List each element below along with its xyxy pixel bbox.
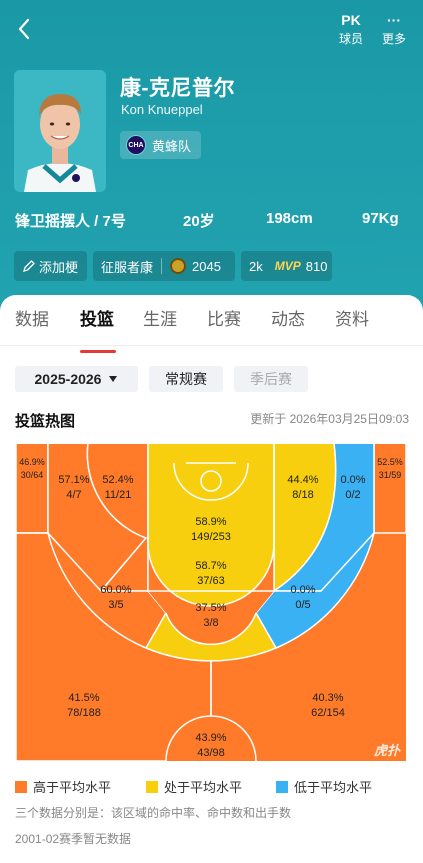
- zone-label-pct: 57.1%: [58, 474, 89, 486]
- team-name: 黄蜂队: [152, 138, 192, 154]
- legend-swatch: [15, 780, 27, 793]
- zone-label-pct: 58.9%: [195, 516, 226, 528]
- legend-swatch: [146, 780, 158, 793]
- legend-average: 处于平均水平: [146, 777, 242, 796]
- zone-label-made-att: 30/64: [21, 470, 44, 480]
- player-name-cn: 康-克尼普尔: [120, 77, 235, 100]
- zone-right-corner: [373, 443, 406, 534]
- team-badge[interactable]: CHA 黄蜂队: [120, 131, 202, 159]
- legend-label: 处于平均水平: [164, 780, 243, 795]
- zone-label-pct: 41.5%: [68, 692, 99, 704]
- add-nickname-label: 添加梗: [39, 259, 79, 275]
- tab-bar: 数据 投篮 生涯 比赛 动态 资料: [0, 305, 423, 353]
- pk-label: 球员: [339, 32, 364, 46]
- center-circle: [165, 715, 257, 761]
- zone-label-made-att: 62/154: [311, 707, 345, 719]
- trophy-icon: [170, 258, 187, 274]
- zone-label-pct: 37.5%: [195, 602, 226, 614]
- tab-profile[interactable]: 资料: [335, 310, 369, 329]
- legend-above: 高于平均水平: [15, 777, 111, 796]
- tab-games[interactable]: 比赛: [207, 310, 241, 329]
- free-throw-circle: [165, 612, 257, 645]
- zone-left-elbow-mid: [86, 443, 149, 592]
- zone-label-made-att: 78/188: [67, 707, 101, 719]
- mvp-badge-icon: MVP: [274, 259, 301, 273]
- tab-data[interactable]: 数据: [15, 310, 49, 329]
- legend-swatch: [276, 780, 288, 793]
- nickname-count: 2045: [192, 258, 221, 274]
- zone-label-made-att: 3/8: [203, 617, 218, 629]
- zone-label-made-att: 31/59: [379, 470, 402, 480]
- zone-label-pct: 43.9%: [195, 732, 226, 744]
- age: 20岁: [183, 213, 215, 230]
- zone-left-corner: [16, 443, 49, 534]
- mvp-count: 810: [305, 258, 328, 274]
- zone-label-pct: 0.0%: [340, 474, 365, 486]
- mvp-tag[interactable]: 2k MVP 810: [241, 251, 332, 281]
- mvp-prefix: 2k: [249, 258, 263, 274]
- player-header: PK 球员 ··· 更多 康-克尼普尔 Kon Knueppel CHA 黄蜂队…: [0, 0, 423, 330]
- active-tab-indicator: [80, 350, 116, 353]
- zone-label-pct: 40.3%: [312, 692, 343, 704]
- pencil-icon: [23, 260, 35, 272]
- caret-down-icon: [109, 376, 118, 382]
- player-avatar: [14, 70, 106, 192]
- no-data-note: 2001-02赛季暂无数据: [15, 832, 132, 846]
- more-icon: ···: [387, 12, 401, 28]
- playoffs-button[interactable]: 季后赛: [234, 366, 308, 392]
- free-throw-lane: [147, 443, 275, 592]
- zone-label-pct: 0.0%: [290, 584, 315, 596]
- legend-below: 低于平均水平: [276, 777, 372, 796]
- weight: 97Kg: [362, 210, 399, 227]
- tab-shooting[interactable]: 投篮: [80, 310, 114, 329]
- tab-news[interactable]: 动态: [271, 310, 305, 329]
- height: 198cm: [266, 210, 313, 227]
- zone-label-made-att: 8/18: [292, 489, 313, 501]
- zone-label-made-att: 149/253: [191, 531, 231, 543]
- add-nickname-button[interactable]: 添加梗: [14, 251, 87, 281]
- explain-note: 三个数据分别是：该区域的命中率、命中数和出手数: [15, 806, 292, 820]
- tab-career[interactable]: 生涯: [143, 310, 177, 329]
- restricted-arc: [173, 462, 249, 501]
- zone-label-pct: 46.9%: [19, 457, 45, 467]
- pk-button[interactable]: PK 球员: [339, 10, 363, 47]
- regular-season-button[interactable]: 常规赛: [149, 366, 223, 392]
- zone-label-pct: 58.7%: [195, 560, 226, 572]
- zone-right-wing-three: [211, 443, 406, 761]
- pk-icon: PK: [341, 12, 361, 28]
- zone-label-made-att: 0/5: [295, 599, 310, 611]
- zone-label-pct: 52.5%: [377, 457, 403, 467]
- tab-divider: [0, 345, 423, 346]
- team-logo-icon: CHA: [126, 135, 146, 155]
- player-name-en: Kon Knueppel: [121, 102, 203, 117]
- rim: [200, 470, 222, 492]
- zone-paint-lower: [148, 591, 274, 645]
- shot-heatmap-court: 46.9% 30/64 52.5% 31/59 57.1% 4/7 52.4% …: [16, 443, 406, 761]
- zone-label-pct: 60.0%: [100, 584, 131, 596]
- zone-label-made-att: 37/63: [197, 575, 225, 587]
- divider: [161, 258, 163, 274]
- more-button[interactable]: ··· 更多: [382, 10, 406, 47]
- zone-label-made-att: 4/7: [66, 489, 81, 501]
- season-select[interactable]: 2025-2026: [15, 366, 138, 392]
- more-label: 更多: [382, 32, 407, 46]
- hupu-watermark: 虎扑: [373, 743, 401, 758]
- zone-label-pct: 52.4%: [102, 474, 133, 486]
- zone-label-made-att: 3/5: [108, 599, 123, 611]
- legend-label: 高于平均水平: [33, 780, 112, 795]
- zone-label-made-att: 43/98: [197, 747, 225, 759]
- position-number: 锋卫摇摆人 / 7号: [15, 213, 126, 230]
- content-sheet: 数据 投篮 生涯 比赛 动态 资料 2025-2026 常规赛 季后赛 投篮热图…: [0, 295, 423, 863]
- zone-label-made-att: 0/2: [345, 489, 360, 501]
- back-arrow-icon[interactable]: [14, 16, 36, 42]
- legend-label: 低于平均水平: [294, 780, 373, 795]
- zone-label-pct: 44.4%: [287, 474, 318, 486]
- nickname-label: 征服者康: [101, 259, 154, 275]
- nickname-tag[interactable]: 征服者康 2045: [93, 251, 235, 281]
- update-time: 更新于 2026年03月25日09:03: [250, 412, 409, 426]
- season-value: 2025-2026: [34, 371, 102, 387]
- heatmap-title: 投篮热图: [15, 413, 76, 430]
- zone-label-made-att: 11/21: [105, 489, 132, 501]
